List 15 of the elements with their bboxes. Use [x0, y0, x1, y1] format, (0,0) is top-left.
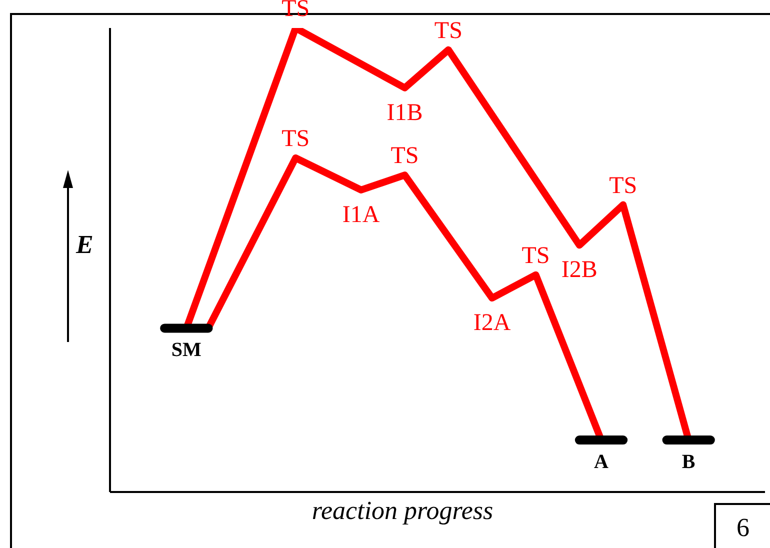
text: 6 — [714, 503, 770, 548]
annotation: TS — [282, 126, 310, 152]
annotation: TS — [522, 242, 550, 269]
series-label: B — [682, 451, 696, 474]
x-axis-title: reaction progress — [310, 496, 494, 526]
y-axis-title: E — [76, 230, 94, 260]
annotation: TS — [390, 143, 419, 170]
annotation: I1B — [386, 100, 423, 126]
annotation: I1A — [342, 202, 380, 228]
series-label: A — [594, 451, 610, 474]
annotation: TS — [609, 172, 638, 199]
series-label: SM — [171, 339, 202, 362]
annotation: TS — [434, 18, 462, 44]
annotation: I2A — [473, 310, 512, 336]
annotation: I2B — [561, 257, 598, 284]
